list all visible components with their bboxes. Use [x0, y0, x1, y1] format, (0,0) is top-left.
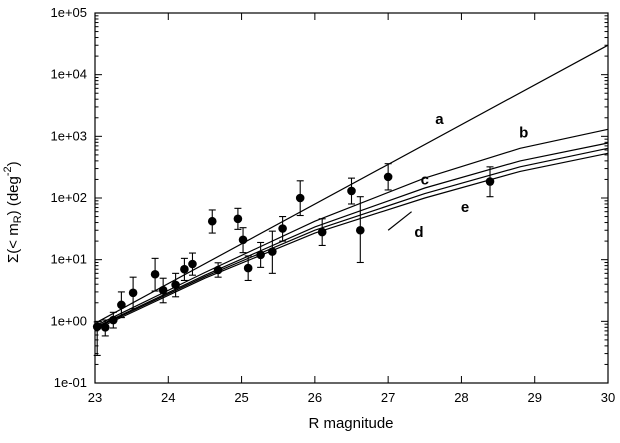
y-axis-title: Σ(< mR) (deg-2) [2, 161, 24, 263]
line-label-c: c [421, 171, 429, 188]
data-point [268, 247, 277, 256]
data-point [233, 214, 243, 224]
y-tick-label: 1e+03 [50, 128, 87, 143]
x-tick-label: 23 [88, 390, 102, 405]
data-point [243, 263, 253, 273]
line-label-b: b [519, 125, 528, 142]
data-point [355, 225, 365, 235]
data-point [213, 265, 223, 275]
data-point [256, 250, 265, 260]
data-point [188, 259, 197, 269]
y-tick-label: 1e+01 [50, 252, 87, 267]
data-point [117, 300, 126, 310]
model-line-a [98, 44, 609, 322]
y-tick-label: 1e+05 [50, 5, 87, 20]
y-tick-label: 1e+02 [50, 190, 87, 205]
data-point [238, 235, 248, 245]
data-point [383, 172, 393, 182]
model-line-c [98, 142, 609, 327]
x-tick-label: 29 [527, 390, 541, 405]
data-point [150, 269, 160, 279]
data-point [158, 285, 168, 295]
label-d-leader-line [387, 211, 412, 231]
data-point [347, 186, 356, 196]
data-point [295, 193, 305, 203]
x-tick-label: 25 [234, 390, 248, 405]
line-label-a: a [435, 111, 444, 128]
x-axis-title: R magnitude [308, 415, 393, 432]
y-tick-label: 1e-01 [54, 375, 87, 390]
data-point [207, 216, 217, 226]
data-point [92, 322, 102, 331]
data-point [317, 227, 327, 237]
data-point [180, 264, 189, 274]
x-tick-label: 27 [381, 390, 395, 405]
data-point [171, 280, 180, 290]
line-label-e: e [461, 199, 469, 216]
data-point [485, 177, 495, 186]
data-point [109, 315, 118, 325]
y-tick-label: 1e+04 [50, 67, 87, 82]
data-point [278, 224, 287, 233]
model-line-b [98, 128, 609, 325]
x-tick-label: 30 [601, 390, 615, 405]
model-line-d [98, 152, 609, 329]
data-point [100, 323, 110, 332]
x-tick-label: 24 [161, 390, 175, 405]
y-tick-label: 1e+00 [50, 313, 87, 328]
x-tick-label: 26 [308, 390, 322, 405]
x-tick-label: 28 [454, 390, 468, 405]
model-line-e [98, 147, 609, 328]
data-point [128, 288, 138, 298]
line-label-d: d [414, 224, 423, 241]
